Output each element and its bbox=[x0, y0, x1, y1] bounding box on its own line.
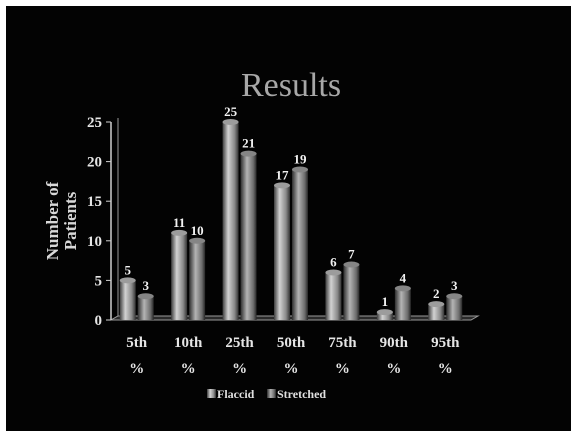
x-tick-label-line-1: 25th bbox=[225, 335, 254, 351]
x-tick-label-line-2: % bbox=[129, 361, 144, 377]
x-tick-label-line-2: % bbox=[438, 361, 453, 377]
x-tick-label-line-1: 75th bbox=[328, 335, 357, 351]
bar-cap-flaccid bbox=[222, 119, 239, 125]
data-label: 21 bbox=[242, 136, 255, 151]
bar-flaccid bbox=[222, 122, 239, 320]
data-label: 6 bbox=[330, 254, 337, 269]
data-label: 3 bbox=[451, 278, 458, 293]
x-tick-label-line-1: 10th bbox=[174, 335, 203, 351]
bar-cap-stretched bbox=[446, 293, 463, 300]
bar-flaccid bbox=[171, 232, 188, 320]
bar-flaccid bbox=[274, 185, 290, 320]
bar-cap-stretched bbox=[394, 285, 411, 292]
y-tick-label: 10 bbox=[87, 234, 102, 250]
bar-cap-flaccid bbox=[428, 301, 445, 308]
data-label: 5 bbox=[124, 262, 131, 277]
legend-label-flaccid: Flaccid bbox=[217, 387, 255, 401]
legend-label-stretched: Stretched bbox=[277, 387, 326, 401]
y-tick-label: 20 bbox=[87, 155, 102, 171]
bar-stretched bbox=[137, 296, 154, 320]
bar-flaccid bbox=[428, 304, 445, 320]
bar-cap-flaccid bbox=[325, 269, 342, 276]
data-label: 17 bbox=[276, 167, 290, 182]
bar-cap-flaccid bbox=[119, 277, 136, 284]
bar-stretched bbox=[394, 288, 411, 320]
bar-stretched bbox=[446, 296, 463, 320]
bar-cap-stretched bbox=[240, 150, 257, 157]
data-label: 4 bbox=[400, 270, 407, 285]
data-label: 11 bbox=[173, 215, 185, 230]
x-tick-label-line-2: % bbox=[335, 361, 350, 377]
x-tick-label-line-1: 95th bbox=[431, 335, 460, 351]
x-tick-label-line-2: % bbox=[284, 361, 299, 377]
chart-title: Results bbox=[241, 67, 341, 104]
data-label: 2 bbox=[433, 286, 440, 301]
x-tick-label-line-1: 5th bbox=[126, 335, 147, 351]
y-axis-label-line-2: Patients bbox=[61, 191, 80, 250]
data-label: 10 bbox=[191, 223, 204, 238]
y-tick-label: 5 bbox=[95, 273, 103, 289]
bar-stretched bbox=[343, 264, 360, 320]
data-label: 7 bbox=[348, 247, 355, 262]
bar-cap-stretched bbox=[189, 237, 206, 244]
bar-cap-stretched bbox=[343, 261, 360, 268]
bar-cap-flaccid bbox=[376, 309, 393, 316]
data-label: 19 bbox=[294, 152, 308, 167]
legend-swatch-flaccid bbox=[207, 389, 216, 398]
x-tick-label-line-2: % bbox=[232, 361, 247, 377]
back-wall-edge bbox=[110, 118, 119, 321]
bar-cap-flaccid bbox=[171, 229, 188, 236]
x-tick-label-line-1: 90th bbox=[380, 335, 409, 351]
x-tick-label-line-1: 50th bbox=[277, 335, 306, 351]
bar-cap-stretched bbox=[137, 293, 154, 300]
bar-flaccid bbox=[376, 312, 393, 320]
data-label: 1 bbox=[382, 294, 389, 309]
y-tick-label: 15 bbox=[87, 194, 102, 210]
data-label: 25 bbox=[224, 104, 238, 119]
bar-stretched bbox=[240, 153, 257, 320]
y-tick-label: 0 bbox=[95, 313, 103, 329]
bar-stretched bbox=[189, 240, 206, 320]
y-axis-label-line-1: Number of bbox=[43, 181, 62, 260]
bar-flaccid bbox=[119, 280, 136, 320]
data-label: 3 bbox=[142, 278, 149, 293]
bar-cap-flaccid bbox=[274, 182, 290, 189]
bar-cap-stretched bbox=[292, 166, 308, 173]
x-tick-label-line-2: % bbox=[386, 361, 401, 377]
y-tick-label: 25 bbox=[87, 115, 102, 131]
bar-flaccid bbox=[325, 272, 342, 320]
bar-stretched bbox=[292, 169, 308, 320]
legend-swatch-stretched bbox=[267, 389, 276, 398]
slide-background: Results 0 5 10 15 20 25 Number of Patients 5 3 5th… bbox=[6, 6, 571, 431]
x-tick-label-line-2: % bbox=[181, 361, 196, 377]
